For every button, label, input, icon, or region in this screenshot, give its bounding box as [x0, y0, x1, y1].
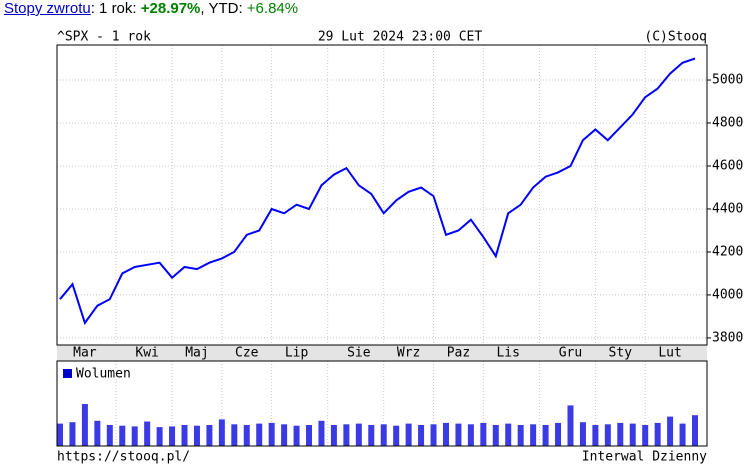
- volume-bar: [355, 423, 362, 446]
- x-tick-label: Lip: [285, 346, 309, 361]
- return-ytd: +6.84%: [246, 0, 299, 17]
- volume-bar: [268, 422, 275, 446]
- y-tick-label: 4600: [712, 158, 743, 173]
- volume-bar: [81, 404, 88, 446]
- volume-bar: [69, 422, 76, 446]
- y-tick-label: 4200: [712, 244, 743, 259]
- x-tick-label: Sty: [609, 346, 633, 361]
- returns-line: Stopy zwrotu: 1 rok: +28.97%, YTD: +6.84…: [4, 0, 298, 17]
- plot-frame: [56, 44, 708, 346]
- volume-bar: [592, 425, 599, 446]
- volume-bar: [654, 422, 661, 446]
- volume-bar: [256, 423, 263, 446]
- volume-bar: [480, 422, 487, 446]
- footer-interval: Interwal Dzienny: [582, 450, 707, 465]
- volume-bar: [156, 427, 163, 446]
- label-ytd: , YTD:: [200, 0, 247, 17]
- y-tick-label: 3800: [712, 330, 743, 345]
- chart-source: (C)Stooq: [644, 30, 707, 45]
- volume-bar: [144, 421, 151, 446]
- label-1y: : 1 rok:: [90, 0, 141, 17]
- volume-bar: [193, 425, 200, 446]
- volume-bar: [293, 425, 300, 446]
- y-tick-label: 4800: [712, 116, 743, 131]
- volume-bar: [492, 425, 499, 446]
- volume-bar: [642, 425, 649, 446]
- x-tick-label: Lis: [496, 346, 519, 361]
- y-tick-label: 4000: [712, 287, 743, 302]
- footer-url: https://stooq.pl/: [57, 450, 190, 465]
- volume-bar: [281, 424, 288, 446]
- volume-bar: [667, 416, 674, 446]
- volume-bar: [368, 425, 375, 446]
- month-strip: [57, 345, 707, 361]
- volume-bar: [430, 424, 437, 446]
- x-tick-label: Paz: [447, 346, 470, 361]
- volume-bar: [604, 424, 611, 446]
- volume-bar: [467, 424, 474, 446]
- volume-legend-label: Wolumen: [76, 367, 131, 382]
- volume-bar: [57, 423, 63, 446]
- volume-bar: [629, 423, 636, 446]
- volume-bar: [679, 423, 686, 446]
- volume-legend-swatch: [63, 369, 72, 378]
- volume-bar: [231, 424, 238, 446]
- volume-bar: [181, 425, 188, 446]
- chart-date: 29 Lut 2024 23:00 CET: [318, 30, 483, 45]
- volume-bar: [579, 422, 586, 446]
- volume-bar: [330, 425, 337, 446]
- volume-bar: [555, 422, 562, 446]
- x-tick-label: Sie: [347, 346, 371, 361]
- x-tick-label: Cze: [235, 346, 259, 361]
- volume-bar: [530, 424, 537, 446]
- volume-bar: [380, 424, 387, 446]
- price-line: [59, 57, 696, 326]
- volume-bar: [119, 425, 126, 446]
- volume-bar: [218, 419, 225, 446]
- volume-bar: [94, 420, 101, 446]
- x-tick-label: Maj: [185, 346, 208, 361]
- x-tick-label: Mar: [73, 346, 97, 361]
- x-tick-label: Kwi: [135, 346, 158, 361]
- returns-link[interactable]: Stopy zwrotu: [4, 0, 91, 17]
- volume-bar: [206, 425, 213, 446]
- x-tick-label: Wrz: [397, 346, 420, 361]
- volume-bar: [343, 424, 350, 446]
- volume-bar: [106, 425, 113, 446]
- x-tick-label: Gru: [559, 346, 582, 361]
- return-1y: +28.97%: [140, 0, 201, 17]
- chart-title: ^SPX - 1 rok: [57, 30, 151, 45]
- volume-bar: [692, 415, 698, 446]
- volume-bar: [542, 425, 549, 446]
- y-tick-label: 5000: [712, 73, 743, 88]
- volume-bar: [617, 422, 624, 446]
- x-tick-label: Lut: [658, 346, 681, 361]
- volume-bar: [455, 423, 462, 446]
- y-tick-label: 4400: [712, 201, 743, 216]
- volume-frame: [56, 360, 708, 447]
- volume-bar: [517, 425, 524, 446]
- volume-bar: [567, 405, 574, 446]
- volume-bar: [318, 420, 325, 446]
- volume-bar: [405, 423, 412, 446]
- volume-bar: [442, 422, 449, 446]
- volume-bar: [169, 426, 176, 446]
- volume-bar: [418, 425, 425, 446]
- volume-bar: [131, 426, 138, 446]
- volume-bar: [306, 425, 313, 446]
- volume-bar: [243, 425, 250, 446]
- volume-bar: [505, 423, 512, 446]
- volume-bar: [393, 425, 400, 446]
